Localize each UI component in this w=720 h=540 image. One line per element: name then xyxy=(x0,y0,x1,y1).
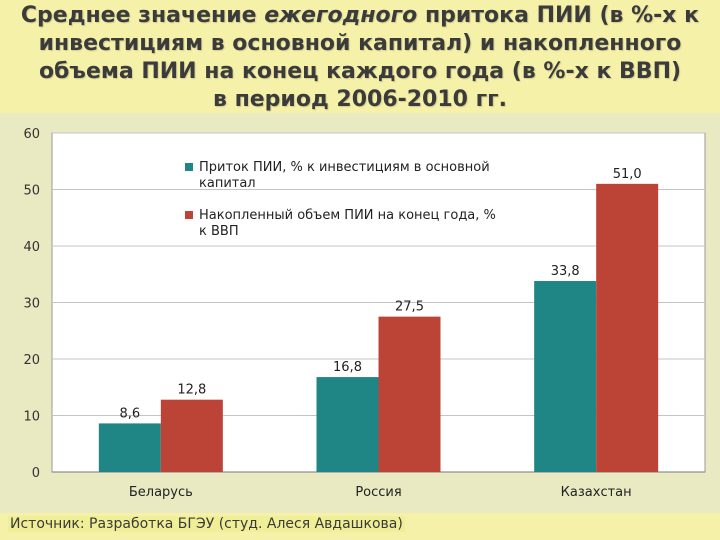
data-label: 33,8 xyxy=(551,264,580,279)
title-line-1-plain: Среднее значение xyxy=(20,3,265,28)
legend-swatch xyxy=(185,163,193,171)
bar-inflow-1 xyxy=(316,377,379,472)
chart-frame: 0 10 20 30 40 50 60 8,6 12,8 Беларусь 16,8 27,5 Росс… xyxy=(0,113,720,513)
x-tick-label: Казахстан xyxy=(561,485,632,500)
y-tick-label: 10 xyxy=(23,410,40,425)
legend-label: к ВВП xyxy=(199,224,239,239)
data-label: 16,8 xyxy=(333,360,362,375)
data-label: 12,8 xyxy=(177,383,206,398)
x-tick-label: Россия xyxy=(355,485,401,500)
y-tick-label: 30 xyxy=(23,297,40,312)
data-label: 51,0 xyxy=(613,167,642,182)
title-line-1: Среднее значение ежегодного притока ПИИ … xyxy=(0,2,720,30)
bar-accumulated-0 xyxy=(160,399,223,472)
legend-label: капитал xyxy=(199,176,256,191)
bar-accumulated-2 xyxy=(596,183,659,472)
title-line-3: объема ПИИ на конец каждого года (в %-х … xyxy=(38,59,682,84)
bar-inflow-2 xyxy=(534,281,597,472)
y-tick-label: 50 xyxy=(23,184,40,199)
y-tick-label: 0 xyxy=(32,466,40,481)
y-tick-label: 20 xyxy=(23,353,40,368)
data-label: 27,5 xyxy=(395,300,424,315)
legend-label: Накопленный объем ПИИ на конец года, % xyxy=(199,208,496,223)
y-tick-label: 60 xyxy=(23,127,40,142)
bar-inflow-0 xyxy=(98,423,161,472)
title-line-4: в период 2006-2010 гг. xyxy=(212,87,507,112)
title-line-1-emphasis: ежегодного xyxy=(264,3,418,28)
title-line-2: инвестициям в основной капитал) и накопл… xyxy=(38,31,682,56)
x-tick-label: Беларусь xyxy=(129,485,193,500)
legend-swatch xyxy=(185,211,193,219)
source-note: Источник: Разработка БГЭУ (студ. Алеся А… xyxy=(8,516,405,532)
y-tick-label: 40 xyxy=(23,240,40,255)
title-line-1-rest: притока ПИИ (в %-х к xyxy=(417,3,700,28)
bar-accumulated-1 xyxy=(378,316,441,472)
chart-title: Среднее значение ежегодного притока ПИИ … xyxy=(0,2,720,114)
data-label: 8,6 xyxy=(119,406,140,421)
legend-label: Приток ПИИ, % к инвестициям в основной xyxy=(199,160,490,175)
bar-chart: 0 10 20 30 40 50 60 8,6 12,8 Беларусь 16,8 27,5 Росс… xyxy=(23,127,706,500)
